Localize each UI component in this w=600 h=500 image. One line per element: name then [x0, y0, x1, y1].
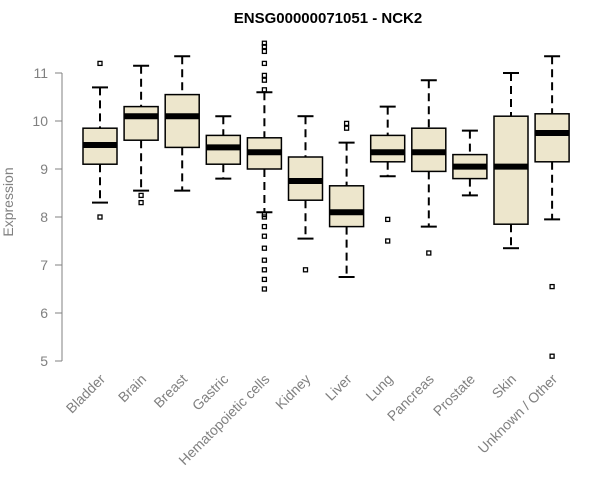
iqr-box: [164, 93, 200, 149]
outlier-point: [261, 223, 268, 230]
y-axis-title: Expression: [0, 167, 16, 236]
x-tick-label: Kidney: [272, 371, 314, 413]
box-group: [287, 115, 324, 273]
box-group: [246, 40, 283, 292]
outlier-point: [261, 87, 268, 93]
outlier-point: [343, 125, 350, 131]
outlier-point: [261, 276, 268, 283]
box-group: [534, 55, 570, 359]
box-group: [123, 64, 159, 206]
iqr-box: [328, 185, 365, 228]
y-tick-label: 10: [32, 113, 48, 129]
outlier-point: [261, 233, 268, 239]
outlier-point: [261, 245, 268, 251]
outlier-point: [385, 216, 391, 223]
outlier-point: [261, 267, 268, 273]
box-group: [411, 79, 447, 256]
x-tick-label: Prostate: [430, 371, 478, 419]
iqr-box: [123, 105, 159, 141]
x-tick-label: Liver: [322, 371, 355, 404]
y-axis: 5 6 7 8 9 10 11: [32, 65, 63, 369]
outlier-point: [549, 353, 555, 359]
outlier-point: [97, 60, 103, 67]
iqr-box: [493, 115, 529, 225]
outlier-point: [261, 211, 268, 218]
box-group: [164, 55, 200, 192]
outlier-point: [261, 72, 268, 79]
box-group: [328, 120, 365, 278]
x-tick-label: Lung: [362, 371, 395, 404]
outlier-point: [261, 257, 268, 263]
outlier-point: [343, 120, 350, 127]
outlier-point: [138, 199, 144, 206]
outlier-point: [261, 286, 268, 292]
outlier-point: [138, 192, 144, 199]
y-tick-label: 8: [40, 209, 48, 225]
x-tick-label: Skin: [489, 371, 520, 402]
y-tick-label: 7: [40, 257, 48, 273]
outlier-point: [302, 267, 309, 273]
x-tick-label: Bladder: [63, 371, 109, 417]
outlier-point: [97, 214, 103, 220]
iqr-box: [369, 134, 406, 163]
chart-title: ENSG00000071051 - NCK2: [234, 10, 422, 27]
outlier-point: [549, 283, 555, 290]
outlier-point: [261, 48, 268, 55]
boxes-layer: [82, 40, 570, 359]
box-group: [452, 129, 488, 197]
x-tick-label: Brain: [115, 371, 149, 405]
x-tick-label: Breast: [150, 371, 190, 411]
y-tick-label: 5: [40, 353, 48, 369]
outlier-point: [426, 250, 432, 256]
y-tick-label: 9: [40, 161, 48, 177]
iqr-box: [534, 113, 570, 163]
y-tick-label: 11: [33, 65, 48, 81]
box-group: [369, 105, 406, 244]
box-group: [82, 60, 118, 220]
box-group: [493, 72, 529, 250]
outlier-point: [385, 238, 391, 244]
y-tick-label: 6: [40, 305, 48, 321]
outlier-point: [261, 40, 268, 46]
outlier-point: [261, 60, 268, 67]
outlier-point: [261, 77, 268, 83]
box-group: [205, 115, 242, 180]
